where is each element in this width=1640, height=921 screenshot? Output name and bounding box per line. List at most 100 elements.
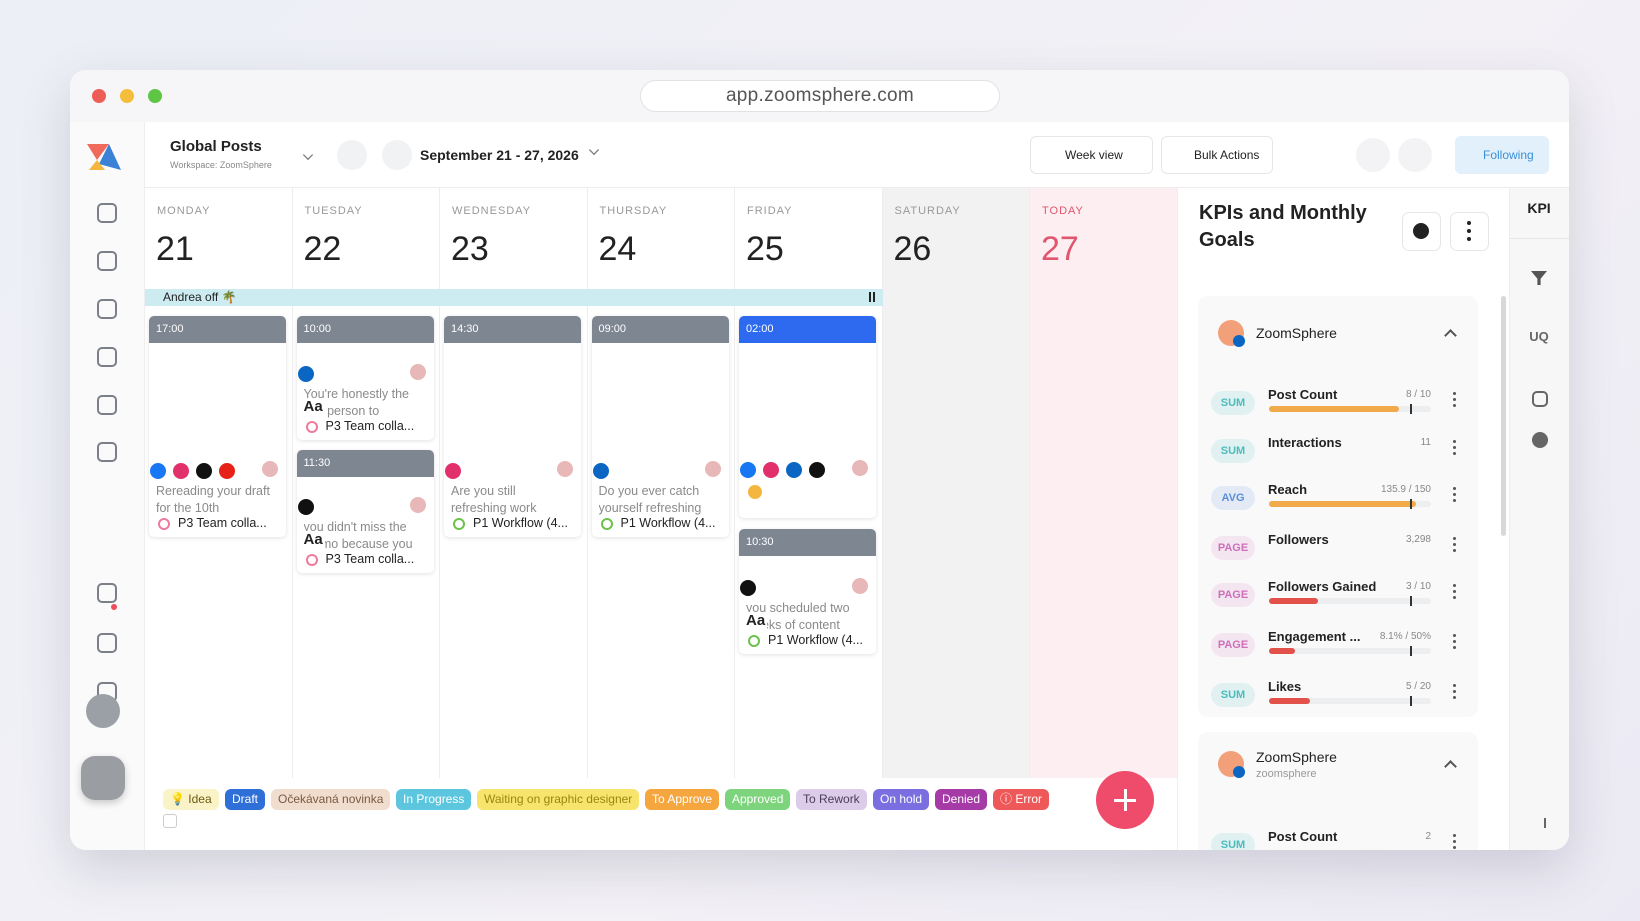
metric-menu-dot[interactable] xyxy=(1452,536,1456,540)
kpi-more-button[interactable] xyxy=(1450,212,1489,251)
day-name: FRIDAY xyxy=(747,205,793,217)
metric-menu-dot[interactable] xyxy=(1452,595,1456,599)
metric-menu-dot[interactable] xyxy=(1452,391,1456,395)
metric-menu-dot[interactable] xyxy=(1452,845,1456,849)
metric-name: Followers xyxy=(1268,532,1329,547)
status-chip[interactable]: To Rework xyxy=(796,789,867,810)
day-date: 25 xyxy=(746,230,784,268)
post-card[interactable]: 11:30 you didn't miss the memo because yo… xyxy=(296,450,434,573)
metric-menu-dot[interactable] xyxy=(1452,439,1456,443)
window-control[interactable] xyxy=(92,89,106,103)
nav-button[interactable] xyxy=(382,140,412,170)
download-button[interactable] xyxy=(1356,138,1390,172)
status-chip[interactable]: ⓘ Error xyxy=(993,789,1050,810)
post-card[interactable]: 09:00 Do you ever catch yourself refreshi… xyxy=(591,316,729,537)
network-icon xyxy=(196,463,212,479)
sidebar-icon[interactable] xyxy=(97,583,117,603)
status-chip[interactable]: Očekávaná novinka xyxy=(271,789,391,810)
day-column xyxy=(1030,188,1178,850)
metric-menu-dot[interactable] xyxy=(1452,683,1456,687)
metric-menu-dot[interactable] xyxy=(1452,542,1456,546)
sidebar-icon[interactable] xyxy=(97,395,117,415)
metric-menu-dot[interactable] xyxy=(1452,583,1456,587)
dot xyxy=(1467,221,1471,225)
workflow-dot xyxy=(748,635,760,647)
status-chip[interactable]: In Progress xyxy=(396,789,472,810)
sidebar-icon[interactable] xyxy=(97,633,117,653)
post-card[interactable]: 10:00 You're honestly the first person to… xyxy=(296,316,434,440)
metric-menu-dot[interactable] xyxy=(1452,492,1456,496)
status-chip[interactable]: To Approve xyxy=(645,789,720,810)
metric-menu-dot[interactable] xyxy=(1452,839,1456,843)
metric-menu-dot[interactable] xyxy=(1452,639,1456,643)
status-chip[interactable]: 💡 Idea xyxy=(163,789,219,810)
metric-name: Likes xyxy=(1268,679,1302,694)
sidebar-icon[interactable] xyxy=(97,251,117,271)
network-icon xyxy=(150,463,166,479)
post-text: Are you still refreshing work xyxy=(451,484,537,515)
group-name: ZoomSphere xyxy=(1256,749,1337,765)
day-name: WEDNESDAY xyxy=(452,205,532,217)
post-card[interactable]: 17:00 Rereading your draft for the 10th P3… xyxy=(149,316,286,537)
media-badge: Aa xyxy=(303,398,325,415)
window-control[interactable] xyxy=(120,89,134,103)
metric-menu-dot[interactable] xyxy=(1452,445,1456,449)
post-card[interactable]: 10:30 you scheduled two weeks of content A… xyxy=(739,529,876,654)
sidebar-icon[interactable] xyxy=(97,347,117,367)
bulk-actions-button[interactable] xyxy=(1161,136,1273,174)
workflow-dot xyxy=(305,421,318,433)
metric-menu-dot[interactable] xyxy=(1452,689,1456,693)
collapse-panel[interactable] xyxy=(1532,818,1546,828)
dot xyxy=(1467,237,1471,241)
url-bar[interactable] xyxy=(640,80,1000,112)
metric-menu-dot[interactable] xyxy=(1452,403,1456,407)
metric-menu-dot[interactable] xyxy=(1452,589,1456,593)
sidebar-icon[interactable] xyxy=(97,442,117,462)
metric-menu-dot[interactable] xyxy=(1452,548,1456,552)
post-text: you didn't miss the memo because you xyxy=(303,520,413,551)
status-chip[interactable]: Waiting on graphic designer xyxy=(477,789,640,810)
status-chip[interactable]: Draft xyxy=(225,789,266,810)
author-avatar xyxy=(852,578,868,594)
gear-icon xyxy=(1413,223,1429,239)
progress-bar xyxy=(1269,406,1399,412)
sidebar-icon[interactable] xyxy=(97,203,117,223)
settings-button[interactable] xyxy=(1398,138,1432,172)
day-column xyxy=(735,188,883,850)
filter-icon xyxy=(163,814,177,828)
clock-tab[interactable] xyxy=(1532,432,1548,448)
metric-menu-dot[interactable] xyxy=(1452,498,1456,502)
user-avatar[interactable] xyxy=(86,694,120,728)
metric-badge: PAGE xyxy=(1211,633,1255,657)
metric-menu-dot[interactable] xyxy=(1452,633,1456,637)
metric-value: 8.1% / 50% xyxy=(1379,631,1431,642)
status-chip[interactable]: Approved xyxy=(725,789,791,810)
week-view-button[interactable] xyxy=(1030,136,1153,174)
post-time-bar xyxy=(444,316,581,343)
metric-name: Interactions xyxy=(1268,435,1342,450)
metric-menu-dot[interactable] xyxy=(1452,486,1456,490)
post-card[interactable]: 14:30 Are you still refreshing work P1 Wor… xyxy=(444,316,581,537)
post-card[interactable]: 02:00 xyxy=(739,316,876,518)
status-chip[interactable]: On hold xyxy=(873,789,930,810)
sidebar-icon[interactable] xyxy=(97,299,117,319)
metric-menu-dot[interactable] xyxy=(1452,645,1456,649)
metric-value: 3,298 xyxy=(1405,534,1431,545)
metric-menu-dot[interactable] xyxy=(1452,833,1456,837)
following-button[interactable] xyxy=(1455,136,1549,174)
metric-menu-dot[interactable] xyxy=(1452,451,1456,455)
uq-tab[interactable]: UQ xyxy=(1529,329,1549,344)
nav-button[interactable] xyxy=(337,140,367,170)
chat-button[interactable] xyxy=(81,756,125,800)
kpi-settings-button[interactable] xyxy=(1402,212,1441,251)
add-post-plus xyxy=(1124,789,1127,811)
following-label: Following xyxy=(1483,148,1534,162)
kpi-tab[interactable]: KPI xyxy=(1527,200,1551,216)
author-avatar xyxy=(852,460,868,476)
status-chip[interactable]: Denied xyxy=(935,789,988,810)
metric-name: Reach xyxy=(1268,482,1308,497)
instagram-tab[interactable] xyxy=(1532,391,1548,407)
metric-menu-dot[interactable] xyxy=(1452,397,1456,401)
metric-menu-dot[interactable] xyxy=(1452,695,1456,699)
window-control[interactable] xyxy=(148,89,162,103)
